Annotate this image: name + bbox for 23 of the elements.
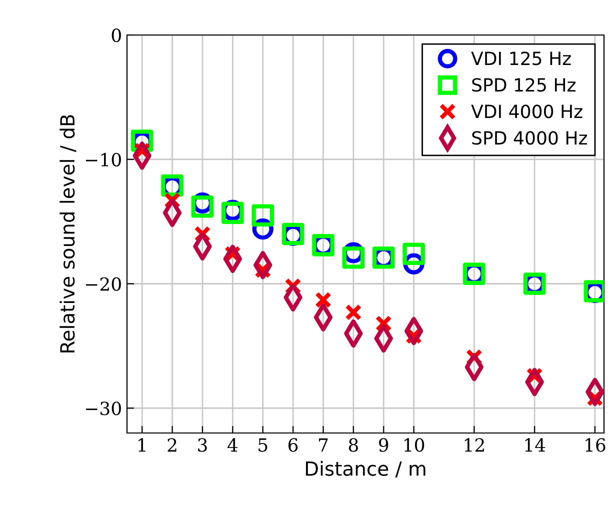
x-tick-label: 10 bbox=[404, 438, 424, 452]
y-tick-label: −10 bbox=[86, 152, 121, 166]
y-tick-label: −20 bbox=[86, 277, 121, 291]
y-tick-label: 0 bbox=[112, 28, 121, 42]
x-tick-label: 1 bbox=[138, 438, 146, 452]
y-tick-label: −30 bbox=[86, 402, 121, 416]
x-tick-label: 3 bbox=[198, 438, 207, 452]
y-axis-title: Relative sound level / dB bbox=[60, 115, 76, 352]
x-tick-label: 12 bbox=[464, 438, 484, 452]
x-tick-label: 5 bbox=[258, 438, 268, 452]
x-tick-label: 8 bbox=[348, 438, 358, 452]
legend-label: VDI 125 Hz bbox=[471, 52, 571, 66]
x-tick-label: 7 bbox=[319, 438, 328, 452]
legend-label: SPD 4000 Hz bbox=[472, 131, 587, 145]
x-axis-title: Distance / m bbox=[306, 460, 426, 478]
x-tick-label: 2 bbox=[168, 438, 176, 452]
x-tick-label: 4 bbox=[227, 438, 238, 452]
legend-label: SPD 125 Hz bbox=[472, 78, 576, 92]
x-tick-label: 14 bbox=[525, 438, 546, 452]
x-tick-label: 9 bbox=[379, 438, 388, 452]
legend-label: VDI 4000 Hz bbox=[471, 104, 582, 118]
x-tick-label: 16 bbox=[586, 438, 606, 452]
x-tick-label: 6 bbox=[288, 438, 298, 452]
